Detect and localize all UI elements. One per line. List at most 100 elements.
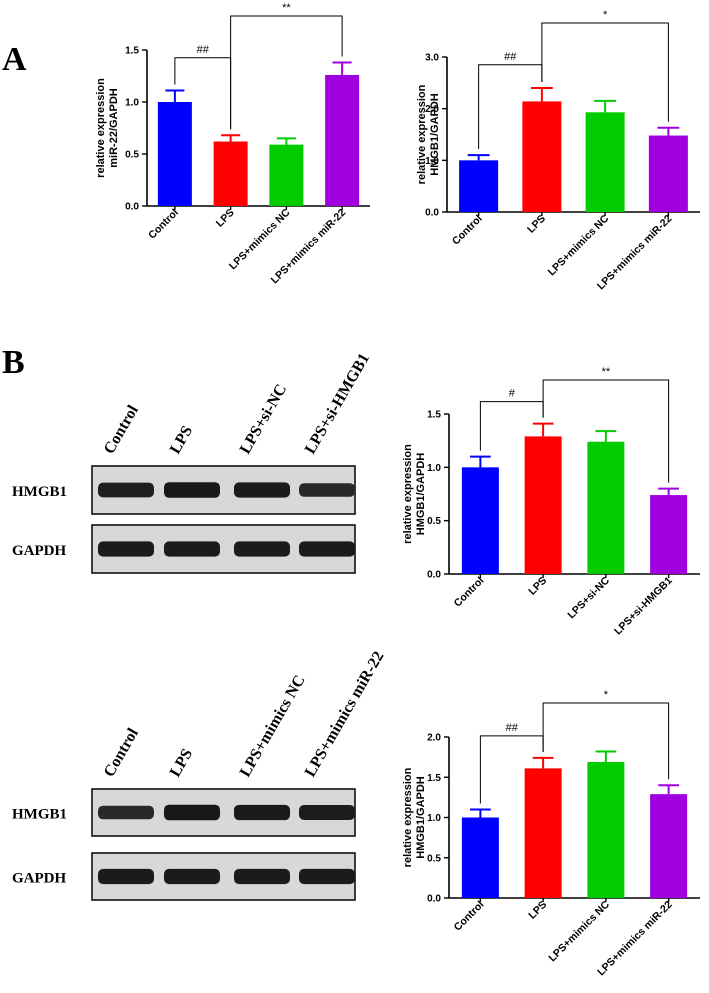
y-tick-label: 1.0 [125,98,139,109]
bar-control [461,467,499,574]
x-category-label: LPS+mimics NC [546,898,612,964]
bar-control [461,817,499,898]
x-category-label: Control [452,575,487,610]
y-tick-label: 1.5 [427,410,441,421]
y-axis-label-line: miR-22/GAPDH [108,88,120,168]
significance-bracket [542,702,670,780]
bar-lps [524,768,562,898]
panel-label-b: B [2,344,25,381]
blot-row-label: HMGB1 [12,484,67,500]
y-axis-label-line: relative expression [402,767,414,867]
y-axis-label-line: relative expression [416,84,428,184]
blot-band [234,541,290,557]
lane-label: LPS+mimics NC [237,672,309,780]
blot-band [299,483,355,497]
blot-band [299,541,355,557]
y-axis-label-line: HMGB1/GAPDH [415,776,427,859]
y-axis-label: relative expressionmiR-22/GAPDH [95,78,120,178]
y-axis-label-line: HMGB1/GAPDH [429,93,441,176]
y-tick-label: 0.0 [427,894,441,905]
x-category-label: Control [450,213,485,248]
blot-band [98,541,154,557]
y-tick-label: 1.0 [427,813,441,824]
x-category-label: LPS [526,575,549,598]
bar-control [157,102,192,206]
significance-label: ** [282,2,291,14]
chart-mir22-expression: 0.0 0.5 1.0 1.5 relative expressionmiR-22/GA… [95,2,370,286]
lane-label: Control [101,725,143,780]
bar-lps-mimics-mir-22 [325,74,360,207]
x-category-label: LPS+si-HMGB1 [612,575,675,638]
x-category-label: LPS [525,213,548,236]
x-category-label: LPS+si-NC [565,574,612,621]
significance-label: ## [197,44,210,56]
blot-band [164,482,220,498]
y-tick-label: 0.5 [427,516,441,527]
bar-lps-si-nc [587,441,625,574]
x-category-label: LPS+mimics NC [546,212,612,278]
significance-label: ## [504,51,517,63]
bar-lps-mimics-mir-22 [650,794,688,898]
blot-band [299,804,355,821]
blot-row-label: HMGB1 [12,807,67,823]
bar-lps-mimics-mir-22 [648,135,688,212]
y-axis-label: relative expressionHMGB1/GAPDH [402,444,427,544]
lane-label: LPS+mimics miR-22 [302,649,388,780]
x-category-label: Control [452,899,487,934]
bar-control [459,160,499,212]
chart-hmgb1-expression-a: 0.0 1.0 2.0 3.0 relative expressionHMGB1/GAP… [416,9,700,292]
lane-label: LPS+si-NC [237,381,291,457]
bar-lps-mimics-nc [585,112,625,212]
panel-label-a: A [2,41,27,78]
chart-hmgb1-expression-mimics: 0.0 0.5 1.0 1.5 2.0 relative expressionHMGB1/… [402,689,700,978]
y-tick-label: 0.5 [125,150,139,161]
bar-lps-mimics-nc [269,144,304,206]
x-category-label: LPS [526,899,549,922]
lane-label: Control [101,402,143,457]
significance-label: * [604,689,609,701]
blot-band [98,805,154,820]
blot-band [98,482,154,498]
blot-band [164,804,220,821]
bar-lps [213,141,248,206]
significance-label: ** [602,366,611,378]
lane-label: LPS [167,423,196,457]
bar-lps-mimics-nc [587,761,625,898]
y-tick-label: 2.0 [425,104,439,115]
y-axis-label: relative expressionHMGB1/GAPDH [402,767,427,867]
blot-band [234,868,290,885]
y-tick-label: 0.5 [427,853,441,864]
y-tick-label: 0.0 [427,570,441,581]
y-tick-label: 1.5 [427,773,441,784]
significance-label: # [509,388,516,400]
y-tick-label: 0.0 [125,202,139,213]
blot-band [234,804,290,821]
y-axis-label: relative expressionHMGB1/GAPDH [416,84,441,184]
blot-band [299,868,355,885]
blot-band [164,541,220,557]
blot-band [234,482,290,498]
lane-label: LPS [167,746,196,780]
bar-lps [522,101,562,212]
bar-lps-si-hmgb1 [650,495,688,574]
lane-label: LPS+si-HMGB1 [302,351,373,457]
y-tick-label: 1.0 [425,156,439,167]
blot-row-label: GAPDH [12,543,66,559]
blot-row-label: GAPDH [12,871,66,887]
significance-bracket [542,379,670,483]
chart-hmgb1-expression-si: 0.0 0.5 1.0 1.5 relative expressionHMGB1/GAP… [402,366,700,637]
y-tick-label: 0.0 [425,208,439,219]
significance-bracket [230,15,343,130]
western-blot-si: Control LPS LPS+si-NC LPS+si-HMGB1 HMGB1 GAPD… [12,351,373,574]
y-tick-label: 1.5 [125,46,139,57]
significance-label: * [603,9,608,21]
y-axis-label-line: relative expression [95,78,107,178]
x-category-label: Control [146,207,181,242]
y-tick-label: 1.0 [427,463,441,474]
blot-band [98,868,154,885]
y-axis-label-line: HMGB1/GAPDH [415,453,427,536]
y-axis-label-line: relative expression [402,444,414,544]
y-tick-label: 3.0 [425,53,439,64]
